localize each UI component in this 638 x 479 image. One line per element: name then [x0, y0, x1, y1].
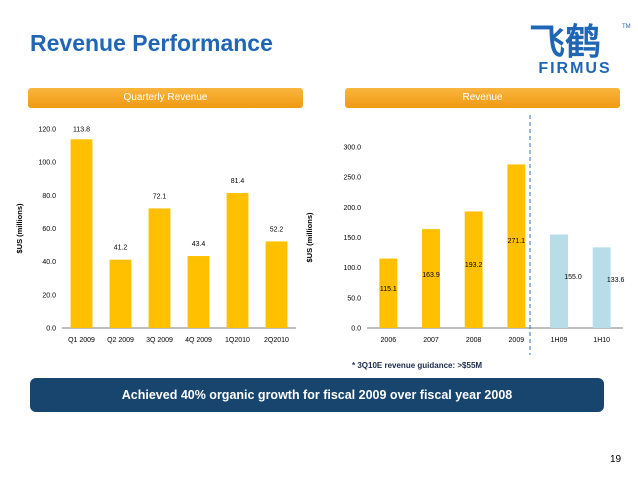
annual-x-tick: 2006	[381, 337, 397, 344]
quarterly-x-tick: 1Q2010	[225, 337, 250, 344]
quarterly-y-tick: 100.0	[38, 160, 56, 167]
annual-bar	[592, 247, 611, 328]
quarterly-y-axis-title: $US (millions)	[15, 203, 24, 254]
quarterly-revenue-chart: 0.0 20.0 40.0 60.0 80.0 100.0 120.0 $US (millio…	[15, 126, 296, 344]
quarterly-data-label: 52.2	[270, 226, 284, 233]
annual-y-axis-title: $US (millions)	[305, 212, 314, 263]
annual-y-tick: 0.0	[351, 326, 361, 333]
annual-x-tick: 1H10	[593, 337, 610, 344]
svg-text:飞鹤: 飞鹤	[529, 22, 601, 60]
firmus-logo-mark: 飞鹤	[529, 22, 601, 60]
quarterly-data-label: 113.8	[73, 126, 90, 133]
revenue-guidance-note: * 3Q10E revenue guidance: >$55M	[352, 361, 483, 370]
annual-x-tick: 2008	[466, 337, 482, 344]
quarterly-bar	[70, 139, 93, 328]
quarterly-bar	[109, 259, 132, 328]
quarterly-x-tick: 2Q2010	[264, 337, 289, 344]
quarterly-data-label: 81.4	[231, 178, 245, 185]
quarterly-y-tick: 40.0	[42, 259, 56, 266]
annual-data-label: 155.0	[564, 274, 582, 281]
quarterly-x-tick: Q2 2009	[107, 337, 134, 344]
annual-data-label: 163.9	[422, 272, 440, 279]
annual-y-tick: 150.0	[343, 235, 361, 242]
quarterly-data-label: 41.2	[114, 245, 128, 252]
quarterly-data-label: 72.1	[153, 193, 167, 200]
quarterly-y-tick: 80.0	[42, 193, 56, 200]
annual-data-label: 115.1	[380, 286, 397, 293]
annual-data-label: 271.1	[508, 238, 526, 245]
annual-x-tick: 2009	[509, 337, 525, 344]
annual-x-tick: 1H09	[551, 337, 568, 344]
quarterly-bar	[226, 193, 249, 328]
logo-wordmark: FIRMUS	[538, 60, 612, 77]
annual-y-tick: 50.0	[347, 295, 361, 302]
annual-y-tick: 200.0	[343, 205, 361, 212]
annual-bar	[379, 258, 398, 328]
slide-title: Revenue Performance	[30, 30, 273, 56]
quarterly-x-tick: 3Q 2009	[146, 337, 173, 344]
annual-revenue-chart: 0.0 50.0 100.0 150.0 200.0 250.0 300.0 $US (mil…	[305, 112, 625, 355]
quarterly-bar	[187, 256, 210, 328]
annual-y-tick: 100.0	[343, 265, 361, 272]
quarterly-data-label: 43.4	[192, 241, 206, 248]
annual-data-label: 193.2	[465, 262, 483, 269]
quarterly-y-tick: 20.0	[42, 292, 56, 299]
quarterly-x-tick: 4Q 2009	[185, 337, 212, 344]
quarterly-x-tick: Q1 2009	[68, 337, 95, 344]
annual-bar	[464, 211, 483, 328]
quarterly-y-tick: 0.0	[46, 326, 56, 333]
growth-banner: Achieved 40% organic growth for fiscal 2…	[30, 378, 604, 412]
annual-bar	[422, 229, 440, 328]
quarterly-revenue-header: Quarterly Revenue	[28, 88, 303, 108]
annual-bar	[550, 234, 568, 328]
quarterly-bar	[148, 208, 171, 328]
page-number: 19	[610, 454, 622, 465]
annual-bar	[507, 164, 526, 328]
annual-y-tick: 300.0	[343, 145, 361, 152]
quarterly-bar	[265, 241, 288, 328]
annual-data-label: 133.6	[607, 277, 625, 284]
quarterly-y-tick: 120.0	[38, 127, 56, 134]
annual-revenue-header: Revenue	[345, 88, 620, 108]
trademark-mark: TM	[622, 24, 631, 30]
annual-x-tick: 2007	[423, 337, 439, 344]
annual-y-tick: 250.0	[343, 175, 361, 182]
quarterly-y-tick: 60.0	[42, 226, 56, 233]
firmus-logo: 飞鹤 TM FIRMUS	[510, 12, 631, 82]
